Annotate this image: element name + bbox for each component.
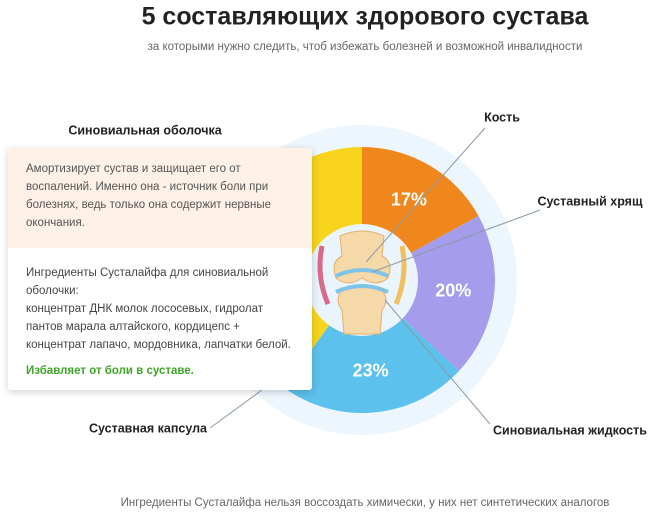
info-card: Амортизирует сустав и защищает его от во… [8,148,312,390]
leader-line [384,299,491,425]
joint-illustration [317,230,407,335]
value-label: 20% [435,280,471,300]
leader-line [365,127,486,263]
pie-slice [398,215,495,372]
value-label: 23% [353,360,389,380]
category-label: Суставный хрящ [537,194,642,208]
benefit: Избавляет от боли в суставе. [26,365,194,377]
ingredients-title: Ингредиенты Сусталайфа для синовиальной … [26,267,269,297]
category-label: Синовиальная оболочка [68,123,222,137]
chart-subtitle: за которыми нужно следить, чтоб избежать… [148,41,583,53]
category-label: Суставная капсула [89,421,208,435]
card-description: Амортизирует сустав и защищает его от во… [8,148,312,248]
ingredients-text: концентрат ДНК молок лососевых, гидролат… [26,303,291,351]
hole [306,224,418,336]
pie-slice [283,314,459,414]
leader-line [371,209,541,273]
value-label: 17% [391,190,427,210]
category-label: Синовиальная жидкость [493,423,647,437]
leader-line [209,389,263,429]
category-label: Кость [484,110,520,124]
footer: Ингредиенты Сусталайфа нельзя воссоздать… [121,497,610,509]
chart-title: 5 составляющих здорового сустава [142,3,590,31]
card-ingredients: Ингредиенты Сусталайфа для синовиальной … [8,248,312,380]
